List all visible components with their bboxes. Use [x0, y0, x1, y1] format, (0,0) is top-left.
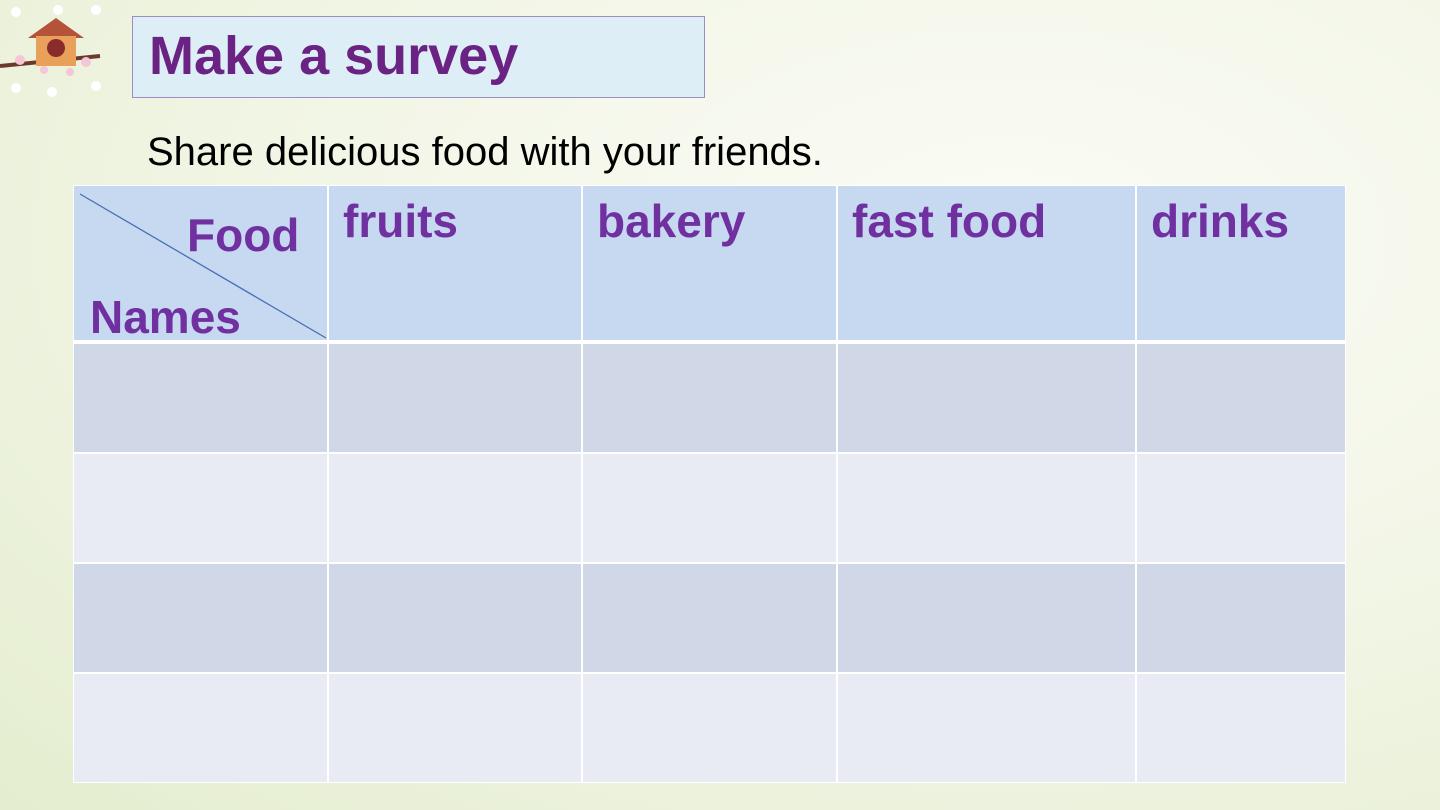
cell — [328, 563, 582, 673]
header-cell: fast food — [837, 185, 1136, 342]
birdhouse-icon — [0, 5, 101, 97]
cell — [837, 453, 1136, 563]
cell — [73, 673, 328, 783]
survey-table: Food Names fruits bakery fast food drink… — [73, 185, 1346, 783]
cell — [1136, 563, 1346, 673]
cell — [582, 343, 837, 453]
cell — [328, 343, 582, 453]
header-divider — [73, 340, 1346, 344]
cell — [1136, 673, 1346, 783]
cell — [73, 343, 328, 453]
cell — [1136, 453, 1346, 563]
column-label: bakery — [597, 195, 746, 247]
cell — [837, 343, 1136, 453]
cell — [837, 673, 1136, 783]
corner-cell: Food Names — [73, 185, 328, 343]
column-label: fast food — [852, 195, 1047, 247]
cell — [1136, 343, 1346, 453]
corner-top: Food — [187, 209, 300, 261]
corner-bottom: Names — [90, 291, 241, 343]
subtitle: Share delicious food with your friends. — [147, 130, 823, 174]
header-cell: drinks — [1136, 185, 1346, 342]
cell — [73, 453, 328, 563]
cell — [582, 453, 837, 563]
cell — [582, 673, 837, 783]
column-label: fruits — [343, 195, 458, 247]
cell — [582, 563, 837, 673]
column-label: drinks — [1151, 195, 1290, 247]
cell — [837, 563, 1136, 673]
diagonal-line — [79, 193, 327, 339]
header-cell: fruits — [328, 185, 582, 342]
title-box: Make a survey — [132, 16, 705, 98]
title: Make a survey — [149, 26, 519, 86]
cell — [328, 453, 582, 563]
cell — [73, 563, 328, 673]
header-cell: bakery — [582, 185, 837, 342]
cell — [328, 673, 582, 783]
